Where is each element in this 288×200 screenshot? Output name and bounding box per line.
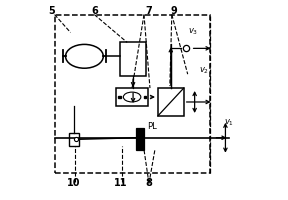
Text: 9: 9 [171,6,178,16]
Ellipse shape [66,44,103,68]
Bar [55,15,210,173]
Ellipse shape [123,92,141,102]
Text: 11: 11 [114,178,128,188]
Bar [69,133,79,146]
Text: $v_2$: $v_2$ [199,66,209,76]
Text: $v_3$: $v_3$ [188,26,198,37]
Bar [116,88,148,106]
Bar [144,96,146,98]
Bar [158,88,184,116]
Text: 8: 8 [145,178,152,188]
Text: 6: 6 [91,6,98,16]
Text: 7: 7 [145,6,152,16]
Text: PL: PL [147,122,157,131]
Text: 5: 5 [49,6,55,16]
Bar [118,96,121,98]
Text: $v_1$: $v_1$ [224,118,234,128]
Bar [136,128,144,150]
Bar [120,42,146,76]
Text: 10: 10 [67,178,80,188]
